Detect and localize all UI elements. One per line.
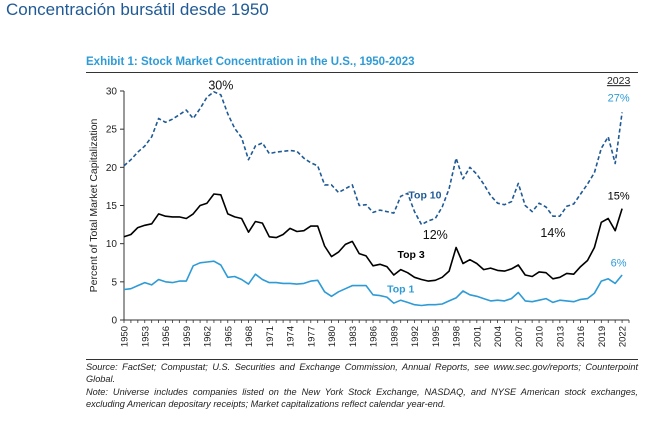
y-tick-label: 15 xyxy=(106,201,118,212)
x-tick-label: 1953 xyxy=(140,326,151,347)
series-line-top-3 xyxy=(123,193,623,282)
annotation-label: 14% xyxy=(540,226,565,240)
chart-series xyxy=(123,91,623,307)
x-tick-label: 1992 xyxy=(410,326,421,347)
series-label-top-3: Top 3 xyxy=(397,249,424,261)
x-tick-label: 1995 xyxy=(431,326,442,347)
y-tick-label: 25 xyxy=(106,125,118,136)
x-tick-label: 2016 xyxy=(576,326,587,347)
x-tick-label: 1974 xyxy=(286,326,297,347)
x-axis-ticks: 1950 1953 1956 1959 1962 1965 1968 1971 1974 1977… xyxy=(120,320,630,347)
year-marker: 2023 xyxy=(607,75,631,87)
exhibit-title: Exhibit 1: Stock Market Concentration in… xyxy=(86,56,415,68)
x-tick-label: 2007 xyxy=(514,326,525,347)
x-tick-label: 2010 xyxy=(535,326,546,347)
x-tick-label: 1962 xyxy=(203,326,214,347)
x-tick-label: 2022 xyxy=(618,326,629,347)
x-tick-label: 1956 xyxy=(161,326,172,347)
annotation-label: 12% xyxy=(423,228,448,242)
x-tick-label: 1959 xyxy=(182,326,193,347)
y-tick-label: 0 xyxy=(111,316,117,327)
y-tick-label: 10 xyxy=(106,239,118,250)
x-tick-label: 1977 xyxy=(306,326,317,347)
end-label-top-3: 15% xyxy=(608,190,630,202)
x-tick-label: 1986 xyxy=(369,326,380,347)
chart-notes: Source: FactSet; Compustat; U.S. Securit… xyxy=(86,361,638,410)
y-axis-ticks: 0 5 10 15 20 25 30 xyxy=(106,87,124,327)
x-tick-label: 1971 xyxy=(265,326,276,347)
source-note: Source: FactSet; Compustat; U.S. Securit… xyxy=(86,362,638,385)
end-label-top-10: 27% xyxy=(608,93,630,105)
annotation-label: 30% xyxy=(208,78,233,92)
series-line-top-1 xyxy=(123,260,623,307)
x-tick-label: 1983 xyxy=(348,326,359,347)
x-tick-label: 1989 xyxy=(389,326,400,347)
chart-labels: Top 10 Top 3 Top 1 27% 15% 6% 2023 30% 12% 14% xyxy=(208,75,630,295)
x-tick-label: 1965 xyxy=(223,326,234,347)
x-tick-label: 1950 xyxy=(120,326,131,347)
page-title: Concentración bursátil desde 1950 xyxy=(6,0,269,19)
title-rule xyxy=(86,72,638,73)
y-tick-label: 5 xyxy=(111,277,117,288)
series-label-top-10: Top 10 xyxy=(408,190,441,202)
x-tick-label: 2004 xyxy=(493,326,504,347)
end-label-top-1: 6% xyxy=(611,258,627,270)
x-tick-label: 2013 xyxy=(555,326,566,347)
series-label-top-1: Top 1 xyxy=(387,284,414,296)
x-tick-label: 1998 xyxy=(452,326,463,347)
y-tick-label: 20 xyxy=(106,163,118,174)
y-axis-title: Percent of Total Market Capitalization xyxy=(88,118,100,292)
series-line-top-10 xyxy=(123,91,623,226)
notes-rule xyxy=(86,359,638,360)
x-tick-label: 1968 xyxy=(244,326,255,347)
y-tick-label: 30 xyxy=(106,87,118,98)
universe-note: Note: Universe includes companies listed… xyxy=(86,386,638,409)
x-tick-label: 2001 xyxy=(472,326,483,347)
x-tick-label: 1980 xyxy=(327,326,338,347)
x-tick-label: 2019 xyxy=(597,326,608,347)
